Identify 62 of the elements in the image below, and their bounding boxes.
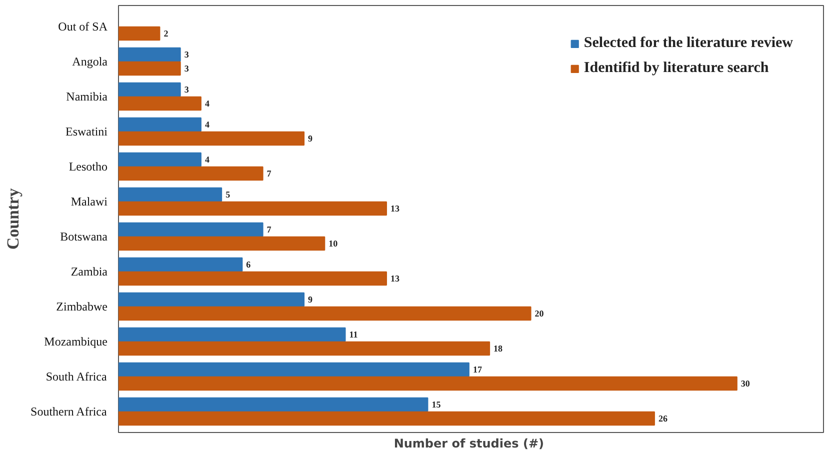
data-label: 5 (226, 190, 231, 200)
bar (118, 271, 387, 286)
y-tick-label: Out of SA (58, 20, 108, 34)
data-label: 17 (472, 364, 482, 374)
bar (118, 257, 243, 272)
bar (118, 166, 264, 181)
x-axis-title: Number of studies (#) (394, 436, 544, 450)
legend-label: Identifid by literature search (584, 60, 769, 77)
data-label: 3 (184, 50, 190, 60)
data-label: 4 (204, 98, 210, 108)
data-label: 15 (432, 400, 442, 410)
bar (118, 222, 264, 237)
bar (118, 411, 655, 426)
data-label: 18 (494, 344, 504, 354)
bar (118, 47, 181, 62)
y-tick-label: Southern Africa (30, 404, 108, 418)
bar (118, 201, 387, 216)
bar (118, 292, 305, 307)
bar (118, 61, 181, 76)
y-tick-label: Zambia (70, 264, 108, 278)
bar (118, 187, 222, 202)
bar (118, 96, 202, 111)
bar (118, 341, 490, 356)
data-label: 4 (204, 120, 210, 130)
bar (118, 117, 202, 132)
data-label: 4 (204, 154, 210, 164)
bar (118, 152, 202, 167)
bar (118, 306, 532, 321)
y-tick-label: Lesotho (68, 160, 108, 174)
y-tick-label: Namibia (66, 90, 108, 104)
data-label: 11 (349, 330, 358, 340)
bar (118, 362, 470, 377)
bar (118, 131, 305, 146)
y-axis-title: Country (4, 188, 23, 250)
y-tick-label: South Africa (46, 370, 108, 384)
bar (118, 236, 326, 251)
bar (118, 376, 738, 391)
data-label: 9 (308, 294, 314, 304)
y-tick-label: Angola (72, 54, 108, 68)
data-label: 13 (390, 274, 400, 284)
data-label: 3 (184, 84, 190, 94)
data-label: 10 (328, 238, 338, 248)
data-label: 3 (184, 64, 190, 74)
data-label: 6 (246, 260, 252, 270)
bar (118, 397, 428, 412)
data-label: 26 (658, 414, 668, 424)
y-tick-label: Eswatini (66, 124, 108, 138)
bar (118, 327, 346, 342)
data-label: 20 (534, 308, 544, 318)
data-label: 7 (266, 168, 272, 178)
bar (118, 82, 181, 97)
data-label: 7 (266, 224, 272, 234)
data-label: 30 (740, 378, 750, 388)
legend-label: Selected for the literature review (584, 35, 793, 52)
y-tick-label: Zimbabwe (56, 300, 108, 314)
y-tick-label: Malawi (70, 194, 108, 208)
data-label: 13 (390, 204, 400, 214)
y-tick-label: Botswana (60, 230, 108, 244)
data-label: 9 (308, 134, 314, 144)
data-label: 2 (164, 28, 169, 38)
bar (118, 26, 160, 41)
y-tick-label: Mozambique (44, 334, 108, 348)
